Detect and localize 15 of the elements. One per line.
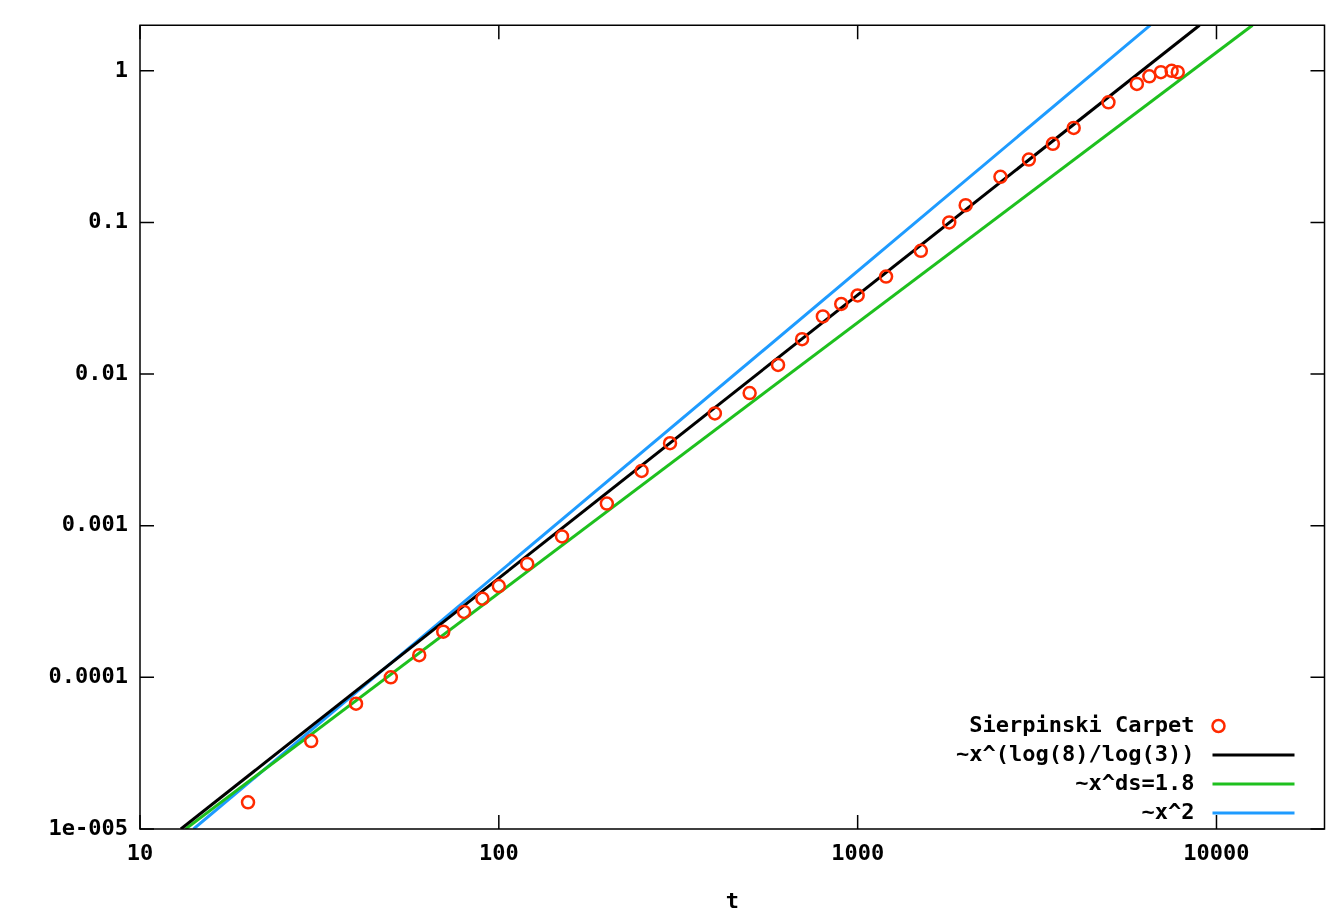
x-axis-title: t — [725, 887, 739, 913]
y-tick-label: 0.0001 — [48, 663, 128, 689]
legend-label: Sierpinski Carpet — [969, 711, 1195, 737]
x-tick-label: 1000 — [831, 839, 885, 865]
legend-label: ~x^2 — [1141, 798, 1195, 824]
y-tick-label: 0.1 — [88, 208, 128, 234]
x-tick-label: 100 — [478, 839, 519, 865]
y-tick-label: 1e-005 — [48, 814, 128, 840]
y-tick-label: 1 — [114, 56, 128, 82]
legend-label: ~x^(log(8)/log(3)) — [956, 740, 1195, 766]
y-tick-label: 0.01 — [75, 359, 128, 385]
x-tick-label: 10000 — [1183, 839, 1250, 865]
legend-label: ~x^ds=1.8 — [1075, 769, 1195, 795]
y-tick-label: 0.001 — [61, 511, 128, 537]
x-tick-label: 10 — [126, 839, 154, 865]
